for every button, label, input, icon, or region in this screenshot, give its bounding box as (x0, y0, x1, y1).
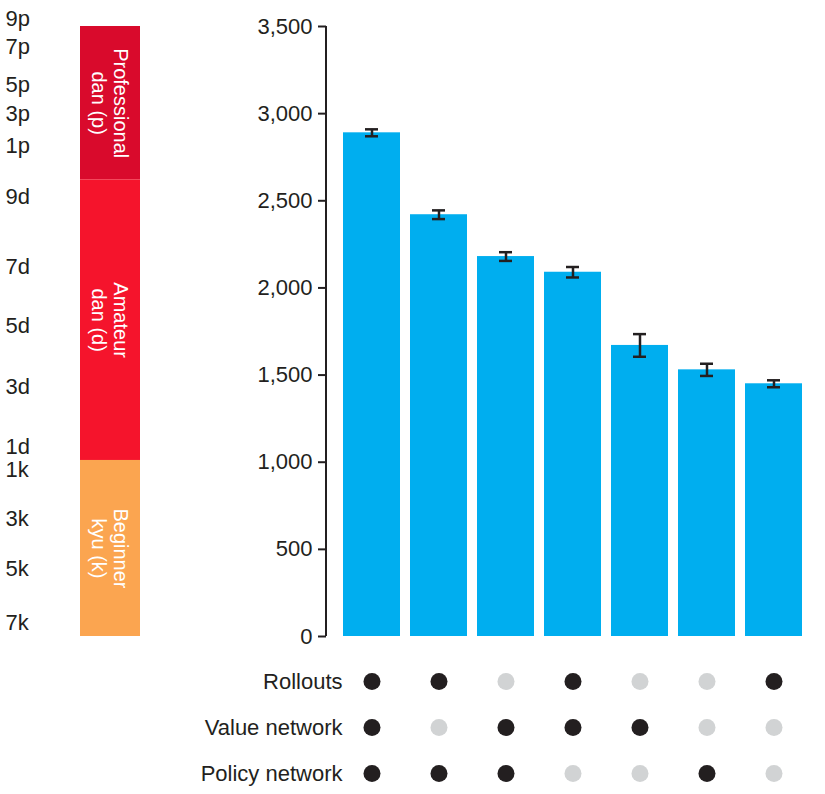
svg-text:Policy network: Policy network (201, 761, 344, 786)
svg-text:Value network: Value network (205, 715, 344, 740)
svg-text:500: 500 (276, 536, 313, 561)
svg-text:7d: 7d (6, 254, 30, 279)
svg-text:3k: 3k (6, 506, 30, 531)
svg-text:Beginnerkyu (k): Beginnerkyu (k) (88, 508, 132, 588)
svg-text:3,000: 3,000 (257, 101, 312, 126)
svg-text:1,500: 1,500 (257, 362, 312, 387)
svg-text:5k: 5k (6, 556, 30, 581)
svg-text:1,000: 1,000 (257, 449, 312, 474)
svg-text:1d: 1d (6, 434, 30, 459)
svg-text:2,500: 2,500 (257, 188, 312, 213)
svg-text:3d: 3d (6, 374, 30, 399)
svg-text:9d: 9d (6, 184, 30, 209)
svg-text:3,500: 3,500 (257, 14, 312, 39)
svg-text:2,000: 2,000 (257, 275, 312, 300)
svg-text:1k: 1k (6, 457, 30, 482)
svg-text:1p: 1p (6, 133, 30, 158)
svg-text:3p: 3p (6, 101, 30, 126)
svg-text:9p: 9p (6, 6, 30, 31)
svg-text:Rollouts: Rollouts (263, 669, 342, 694)
svg-text:Professionaldan (p): Professionaldan (p) (88, 48, 132, 158)
svg-text:7k: 7k (6, 610, 30, 635)
svg-text:0: 0 (300, 624, 312, 649)
svg-text:5p: 5p (6, 72, 30, 97)
svg-text:Amateurdan (d): Amateurdan (d) (88, 282, 132, 358)
svg-text:7p: 7p (6, 34, 30, 59)
svg-text:5d: 5d (6, 313, 30, 338)
